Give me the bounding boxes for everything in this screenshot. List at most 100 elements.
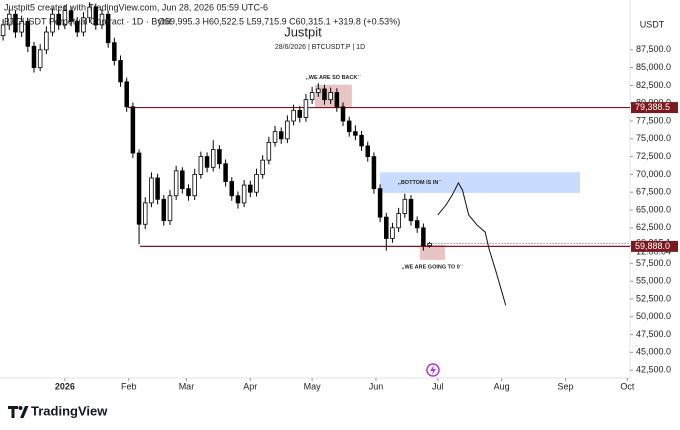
candle-body xyxy=(56,13,61,26)
y-tick-label: 70,000.0 xyxy=(636,169,671,179)
candle-body xyxy=(149,177,154,204)
candle-body xyxy=(285,120,290,140)
candle-body xyxy=(161,198,167,222)
candle-body xyxy=(408,198,414,222)
y-tick-label: 45,000.0 xyxy=(636,347,671,357)
candle-body xyxy=(81,17,86,33)
candle-body xyxy=(266,141,272,161)
level-tag xyxy=(631,240,678,252)
candle-body xyxy=(297,109,303,118)
projection-line xyxy=(437,181,507,306)
candle-body xyxy=(309,92,315,101)
ohlc-line: O59,995.3 H60,522.5 L59,715.9 C60,315.1 … xyxy=(158,16,400,26)
candle-body xyxy=(7,13,12,26)
candle-body xyxy=(353,131,358,136)
y-tick-label: 62,500.0 xyxy=(636,222,671,232)
zone xyxy=(315,84,352,109)
x-tick-label: Oct xyxy=(620,381,635,391)
candle-body xyxy=(235,195,241,204)
candle-body xyxy=(13,13,18,33)
candle-body xyxy=(223,163,228,182)
candle-body xyxy=(198,156,204,175)
y-tick-label: 72,500.0 xyxy=(636,151,671,161)
candle-body xyxy=(68,10,74,22)
y-tick-label: 67,500.0 xyxy=(636,187,671,197)
candle-body xyxy=(180,170,185,190)
candle-body xyxy=(155,177,160,200)
x-tick-label: 2026 xyxy=(55,381,75,391)
x-tick-label: May xyxy=(304,381,322,391)
candle-body xyxy=(186,188,191,197)
symbol-line: BTCUSDT Perpetual Contract · 1D · Bybit xyxy=(4,16,172,26)
candle-body xyxy=(93,6,99,26)
y-unit: USDT xyxy=(640,19,665,29)
candle-body xyxy=(365,145,370,158)
zone-annotation: ,,BOTTOM IS IN`` xyxy=(398,180,442,186)
candle-body xyxy=(241,184,247,204)
candle-body xyxy=(0,24,6,36)
candle-body xyxy=(384,216,389,239)
header: Justpit5 created with TradingView.com, J… xyxy=(4,2,268,12)
candle-body xyxy=(278,131,284,140)
y-tick-label: 42,500.0 xyxy=(636,365,671,375)
zone xyxy=(379,172,580,193)
candle-body xyxy=(62,10,68,26)
candle-body xyxy=(346,120,352,133)
x-tick-label: Jun xyxy=(369,381,384,391)
candle-body xyxy=(260,159,265,175)
candle-body xyxy=(316,88,321,93)
y-tick-label: 55,000.0 xyxy=(636,276,671,286)
candle-body xyxy=(99,13,105,26)
candle-body xyxy=(118,60,123,83)
candle-body xyxy=(31,45,37,69)
candle-body xyxy=(192,174,197,197)
candle-body xyxy=(359,134,364,147)
y-tick-label: 77,500.0 xyxy=(636,115,671,125)
y-tick-label: 82,500.0 xyxy=(636,80,671,90)
brand: TradingView xyxy=(31,403,108,418)
level-tag xyxy=(631,102,678,114)
candle-body xyxy=(322,88,327,101)
y-tick-label: 85,000.0 xyxy=(636,62,671,72)
candle-body xyxy=(167,195,173,222)
candle-body xyxy=(25,20,31,47)
y-tick-label: 50,000.0 xyxy=(636,311,671,321)
candle-body xyxy=(272,131,278,143)
candle-body xyxy=(421,227,426,247)
zone xyxy=(419,244,445,260)
candle-body xyxy=(124,81,129,108)
candle-body xyxy=(75,20,80,33)
y-tick-label: 87,500.0 xyxy=(636,44,671,54)
candle-body xyxy=(402,198,408,214)
candle-body xyxy=(414,220,420,229)
candle-body xyxy=(19,20,24,33)
candle-body xyxy=(105,13,111,44)
candle-body xyxy=(44,31,49,51)
candle-body xyxy=(217,149,222,165)
plot-area: 87,500.085,000.082,500.080,000.077,500.0… xyxy=(0,0,679,391)
y-tick-label: 47,500.0 xyxy=(636,329,671,339)
candle-body xyxy=(390,227,395,239)
x-tick-label: Sep xyxy=(558,381,574,391)
candle-body xyxy=(173,170,179,197)
candle-body xyxy=(371,156,377,190)
y-tick-label: 65,000.0 xyxy=(636,204,671,214)
candle-body xyxy=(377,188,383,218)
candle-body xyxy=(291,109,296,122)
logo xyxy=(8,406,29,418)
zone-annotation: ,,WE ARE GOING TO 0`` xyxy=(401,264,463,270)
candle-body xyxy=(112,42,117,61)
candle-body xyxy=(340,106,346,122)
candle-body xyxy=(396,213,401,229)
x-tick-label: Jul xyxy=(432,381,444,391)
candle-body xyxy=(204,156,210,168)
zone-annotation: ,,WE ARE SO BACK`` xyxy=(306,75,362,81)
candle-body xyxy=(229,181,235,197)
candle-body xyxy=(334,92,340,108)
x-tick-label: Feb xyxy=(121,381,137,391)
candle-body xyxy=(87,6,92,19)
x-tick-label: Mar xyxy=(179,381,195,391)
level-tag-label: 59,888.0 xyxy=(635,241,670,251)
x-tick-label: Apr xyxy=(243,381,257,391)
